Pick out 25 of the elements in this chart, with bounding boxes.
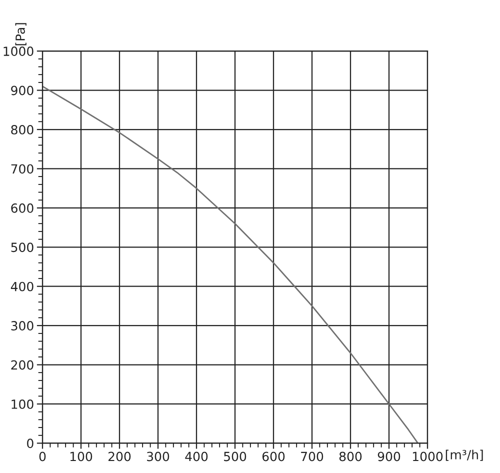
- y-tick-label: 900: [11, 86, 34, 96]
- x-tick-label: 0: [39, 452, 46, 462]
- y-tick-label: 600: [11, 203, 34, 213]
- x-tick-label: 600: [262, 452, 285, 462]
- y-tick-label: 200: [11, 360, 34, 370]
- x-tick-label: 200: [108, 452, 131, 462]
- line-series: [42, 86, 419, 444]
- x-tick-label: 400: [185, 452, 208, 462]
- y-tick-label: 400: [10, 282, 34, 292]
- y-axis-title: [Pa]: [15, 23, 26, 46]
- x-tick-label: 1000: [412, 452, 443, 462]
- x-tick-label: 100: [70, 452, 92, 462]
- y-tick-label: 700: [11, 164, 34, 174]
- y-tick-label: 0: [27, 438, 34, 448]
- x-tick-label: 800: [339, 452, 362, 462]
- y-tick-label: 500: [11, 242, 34, 252]
- x-tick-label: 500: [224, 452, 246, 462]
- x-tick-label: 700: [301, 452, 324, 462]
- x-tick-label: 900: [378, 452, 400, 462]
- y-tick-label: 800: [11, 124, 34, 134]
- y-tick-label: 100: [12, 399, 34, 409]
- y-tick-label: 300: [11, 321, 34, 330]
- x-tick-label: 300: [147, 452, 170, 462]
- x-axis-title: [m³/h]: [446, 450, 483, 461]
- y-tick-label: 1000: [4, 46, 34, 56]
